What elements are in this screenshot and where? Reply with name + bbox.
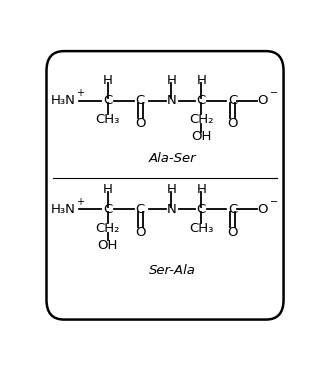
Text: C: C <box>197 94 206 107</box>
Text: −: − <box>270 88 278 98</box>
Text: H: H <box>196 182 206 196</box>
Text: C: C <box>103 203 112 216</box>
Text: +: + <box>76 197 84 207</box>
Text: CH₃: CH₃ <box>95 113 120 126</box>
Text: OH: OH <box>98 239 118 252</box>
Text: O: O <box>257 203 268 216</box>
Text: C: C <box>197 203 206 216</box>
Text: O: O <box>257 94 268 107</box>
Text: C: C <box>228 203 237 216</box>
Text: OH: OH <box>191 130 212 143</box>
Text: O: O <box>135 226 145 239</box>
Text: H₃N: H₃N <box>50 203 75 216</box>
Text: O: O <box>135 117 145 130</box>
Text: +: + <box>76 88 84 98</box>
Text: CH₂: CH₂ <box>189 113 213 126</box>
Text: Ser-Ala: Ser-Ala <box>149 264 196 277</box>
Text: C: C <box>136 203 145 216</box>
Text: CH₂: CH₂ <box>95 222 120 235</box>
Text: O: O <box>227 117 238 130</box>
Text: Ala-Ser: Ala-Ser <box>149 152 196 165</box>
Text: C: C <box>103 94 112 107</box>
Text: −: − <box>270 197 278 207</box>
Text: O: O <box>227 226 238 239</box>
Text: H: H <box>103 74 113 87</box>
Text: H: H <box>166 182 176 196</box>
FancyBboxPatch shape <box>46 51 284 320</box>
Text: CH₃: CH₃ <box>189 222 213 235</box>
Text: H: H <box>103 182 113 196</box>
Text: N: N <box>166 203 176 216</box>
Text: C: C <box>228 94 237 107</box>
Text: H: H <box>166 74 176 87</box>
Text: N: N <box>166 94 176 107</box>
Text: H₃N: H₃N <box>50 94 75 107</box>
Text: H: H <box>196 74 206 87</box>
Text: C: C <box>136 94 145 107</box>
